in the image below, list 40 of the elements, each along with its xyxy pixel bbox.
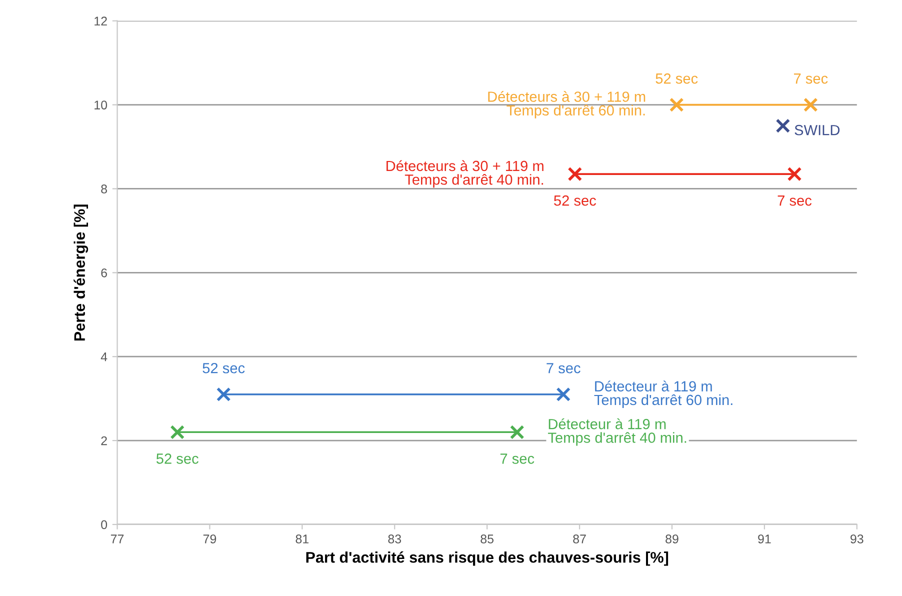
point: [556, 387, 571, 402]
x-tick-label: 85: [480, 534, 494, 544]
annotation: 7 sec: [794, 74, 828, 84]
series-label: Détecteurs à 30 + 119 m Temps d'arrêt 60 min.: [488, 91, 646, 118]
y-tick-label: 4: [100, 352, 108, 362]
point: [568, 166, 582, 182]
annotation: 7 sec: [546, 363, 580, 374]
point: [669, 98, 684, 112]
point: [776, 118, 790, 133]
y-tick-label: 8: [101, 184, 107, 194]
series-label: Détecteurs à 30 + 119 m Temps d'arrêt 40 min.: [386, 160, 544, 188]
y-tick-label: 12: [94, 16, 107, 26]
x-tick-label: 91: [758, 534, 771, 544]
point: [803, 98, 818, 112]
y-tick-label: 2: [101, 436, 107, 446]
y-tick-label: 10: [94, 100, 108, 110]
x-tick-label: 83: [388, 534, 402, 544]
x-tick-label: 93: [850, 534, 864, 544]
point: [787, 166, 802, 182]
annotation: 52 sec: [554, 195, 596, 206]
x-tick-label: 79: [203, 534, 216, 544]
annotation: 52 sec: [156, 454, 198, 464]
y-tick-label: 6: [101, 268, 107, 278]
annotation: 7 sec: [778, 196, 812, 206]
series-label: SWILD: [794, 124, 840, 136]
x-tick-label: 89: [666, 534, 678, 544]
y-tick-label: 0: [101, 520, 108, 530]
x-tick-label: 81: [296, 534, 309, 544]
point: [216, 387, 231, 402]
y-axis-title: Perte d'énergie [%]: [74, 204, 88, 341]
x-axis-title: Part d'activité sans risque des chauves-souris [%]: [306, 551, 668, 566]
point: [510, 424, 524, 440]
series-label: Détecteur à 119 m Temps d'arrêt 40 min.: [548, 418, 686, 446]
x-tick-label: 77: [110, 534, 124, 544]
annotation: 7 sec: [500, 454, 534, 464]
series-label: Détecteur à 119 m Temps d'arrêt 60 min.: [594, 380, 732, 408]
point: [170, 424, 185, 440]
annotation: 52 sec: [202, 362, 245, 374]
x-tick-label: 87: [573, 534, 586, 544]
annotation: 52 sec: [656, 73, 698, 84]
